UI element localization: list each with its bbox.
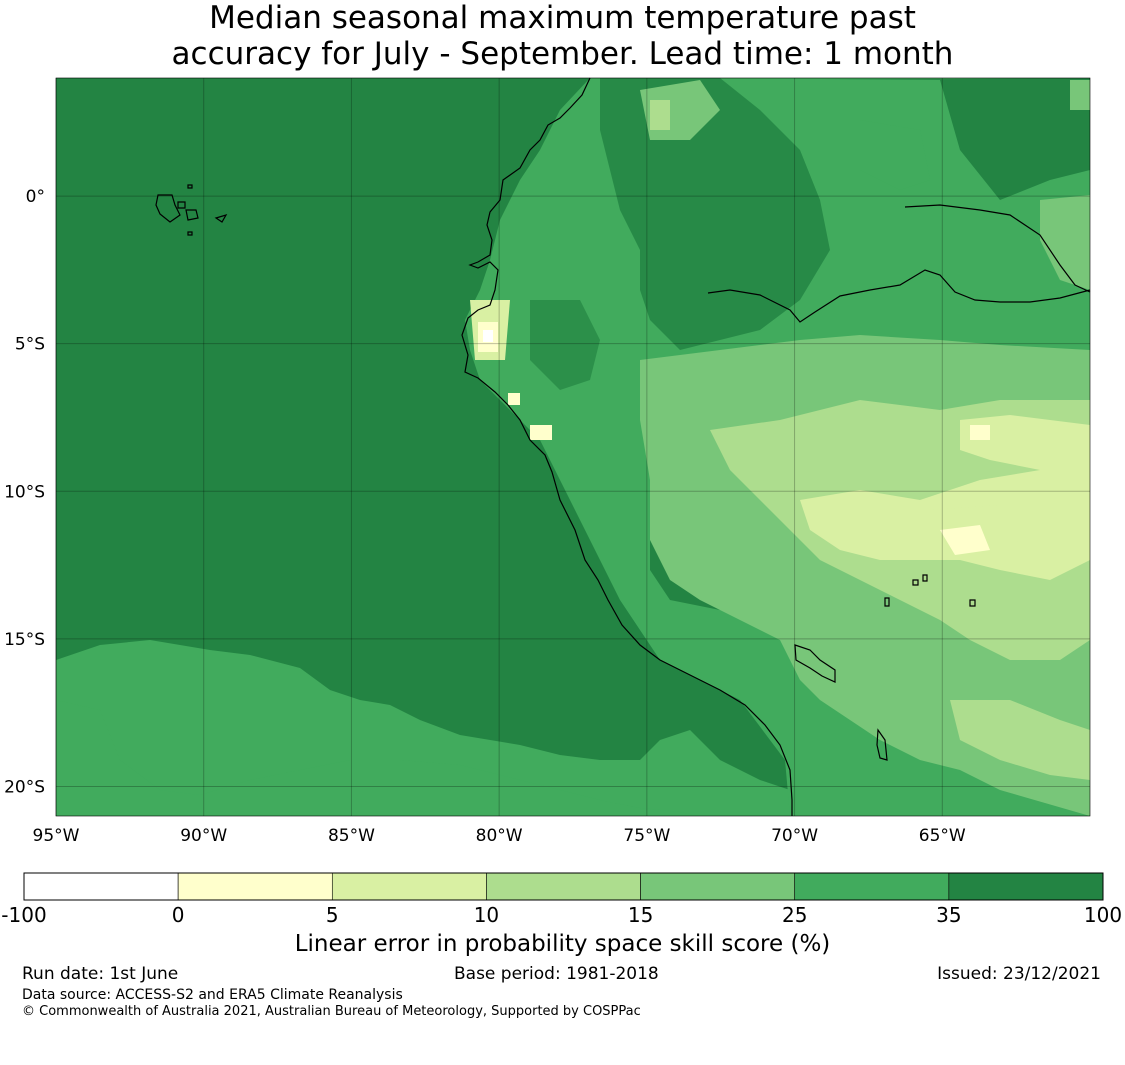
skill-region-southern-ocean: [56, 640, 790, 816]
skill-region-land-high-northeast: [820, 78, 1090, 200]
latitude-labels: 0° 5°S 10°S 15°S 20°S: [4, 187, 45, 797]
skill-region-land-low-2: [960, 415, 1090, 490]
skill-region-land-neutral: [940, 525, 990, 555]
river-amazon: [707, 269, 1091, 323]
colorbar-swatch: [486, 872, 641, 901]
colorbar-tick-label: 35: [936, 903, 961, 927]
skill-score-map: 0° 5°S 10°S 15°S 20°S 95°W 90°W 85°W 80°W 75°W 70…: [1, 77, 1122, 927]
galapagos-santa-cruz: [185, 209, 199, 221]
river-maranon: [904, 204, 1091, 293]
lat-tick-label: 20°S: [4, 777, 45, 797]
galapagos-small-2: [187, 231, 193, 236]
lon-tick-label: 65°W: [919, 826, 966, 846]
lon-tick-label: 70°W: [771, 826, 818, 846]
colorbar-swatch: [23, 872, 179, 901]
colorbar-tick-label: 0: [172, 903, 185, 927]
skill-region-land-neutral-2: [970, 425, 990, 440]
colorbar-tick-labels: -100 0 5 10 15 25 35 100: [1, 903, 1122, 927]
lon-tick-label: 80°W: [476, 826, 523, 846]
coast-island-2: [922, 574, 928, 582]
colorbar-tick-label: -100: [1, 903, 46, 927]
skill-field: [56, 78, 1090, 816]
lon-tick-label: 90°W: [180, 826, 227, 846]
lon-tick-label: 95°W: [33, 826, 80, 846]
base-period: Base period: 1981-2018: [454, 964, 659, 984]
colorbar-tick-label: 5: [326, 903, 339, 927]
skill-region-coast-neutral-2: [530, 425, 552, 440]
colorbar-swatch: [640, 872, 796, 901]
galapagos-san-cristobal: [214, 213, 228, 223]
colorbar-tick-label: 10: [474, 903, 499, 927]
issued-date: Issued: 23/12/2021: [937, 964, 1101, 984]
colorbar-tick-label: 100: [1084, 903, 1122, 927]
skill-region-land-high-coast: [530, 300, 600, 390]
data-source: Data source: ACCESS-S2 and ERA5 Climate …: [22, 987, 403, 1003]
coastlines: [155, 77, 1091, 816]
map-title-line-1: Median seasonal maximum temperature past: [209, 0, 916, 36]
coast-lake-south: [876, 728, 888, 761]
lat-tick-label: 0°: [26, 187, 45, 207]
skill-region-land-fair-south: [950, 700, 1090, 780]
coast-island-4: [969, 599, 976, 607]
coastline-south-america: [461, 77, 793, 816]
lake-titicaca: [794, 644, 836, 683]
skill-region-coast-neutral-3: [508, 393, 520, 405]
skill-region-patch: [860, 120, 930, 190]
colorbar-tick-label: 15: [628, 903, 653, 927]
galapagos-small: [187, 184, 193, 189]
lon-tick-label: 75°W: [623, 826, 670, 846]
skill-region-land-high-north: [600, 78, 830, 350]
copyright: © Commonwealth of Australia 2021, Austra…: [22, 1004, 641, 1019]
skill-region-patch-ne: [1070, 80, 1090, 110]
lat-tick-label: 15°S: [4, 630, 45, 650]
coast-island-1: [912, 579, 919, 586]
colorbar-swatch: [177, 872, 333, 901]
colorbar-title: Linear error in probability space skill …: [294, 931, 831, 957]
colorbar-swatch: [794, 872, 950, 901]
colorbar-frame: [23, 872, 1104, 901]
skill-region-patch-fair: [650, 100, 670, 130]
lat-tick-label: 10°S: [4, 482, 45, 502]
skill-region-southern-ocean-2: [56, 700, 700, 816]
colorbar: [23, 872, 1104, 901]
skill-region-land-good-ne: [1040, 195, 1090, 290]
map-frame: [55, 77, 1091, 817]
lon-tick-label: 85°W: [328, 826, 375, 846]
colorbar-swatch: [948, 872, 1104, 901]
galapagos-santiago: [177, 201, 186, 209]
galapagos-isabela: [155, 194, 181, 223]
run-date: Run date: 1st June: [22, 964, 179, 984]
skill-region-negative: [483, 330, 493, 342]
coast-island-3: [884, 597, 890, 607]
lat-tick-label: 5°S: [15, 335, 45, 355]
longitude-labels: 95°W 90°W 85°W 80°W 75°W 70°W 65°W: [33, 826, 966, 846]
map-title-line-2: accuracy for July - September. Lead time…: [171, 36, 954, 72]
colorbar-tick-label: 25: [782, 903, 807, 927]
colorbar-swatch: [331, 872, 487, 901]
